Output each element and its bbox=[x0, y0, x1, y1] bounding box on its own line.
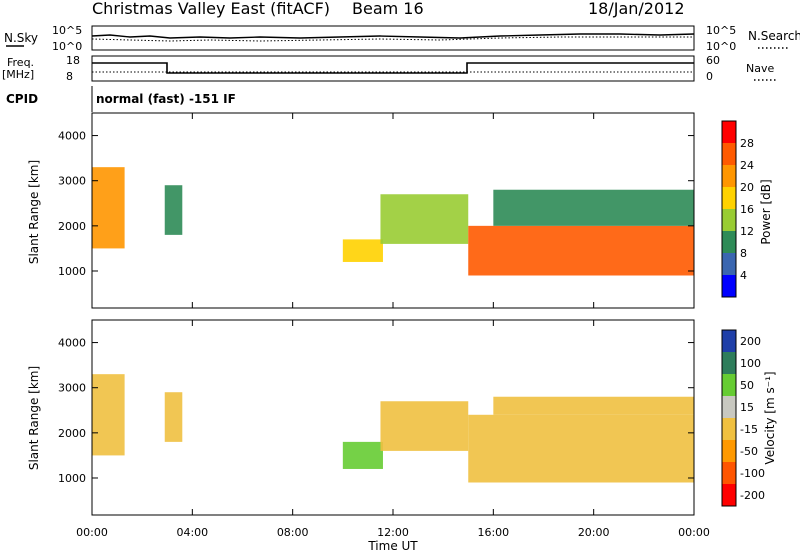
power-colorbar-label: Power [dB] bbox=[759, 179, 773, 244]
velocity-colorbar-segment bbox=[722, 374, 736, 396]
power-colorbar-segment bbox=[722, 253, 736, 275]
power-region bbox=[92, 167, 125, 249]
cpid-label: CPID bbox=[6, 92, 38, 106]
power-tick-label: 28 bbox=[740, 137, 754, 150]
power-region bbox=[493, 189, 694, 226]
nsearch-label: N.Search bbox=[748, 29, 800, 43]
freq-strip: Freq. [MHz] 18 8 60 0 Nave bbox=[2, 54, 778, 83]
velocity-colorbar-segment bbox=[722, 352, 736, 374]
freq-label-1: Freq. bbox=[7, 56, 34, 69]
velocity-tick-label: -50 bbox=[740, 445, 758, 458]
power-colorbar-segment bbox=[722, 209, 736, 231]
nave-tick-bottom: 0 bbox=[706, 70, 713, 83]
velocity-tick-label: -200 bbox=[740, 489, 765, 502]
time-xlabel: Time UT bbox=[367, 539, 418, 553]
power-colorbar-segment bbox=[722, 231, 736, 253]
freq-tick-bottom: 8 bbox=[66, 70, 73, 83]
vel-region bbox=[92, 374, 125, 456]
vel-region bbox=[380, 401, 469, 451]
range-tick-label: 2000 bbox=[58, 220, 86, 233]
beam-label: Beam 16 bbox=[352, 0, 424, 18]
velocity-colorbar-label: Velocity [m s⁻¹] bbox=[763, 371, 777, 464]
time-tick-label: 00:00 bbox=[76, 526, 108, 539]
nsearch-trace bbox=[91, 36, 694, 42]
nsky-tick-top: 10^5 bbox=[52, 24, 82, 37]
power-tick-label: 4 bbox=[740, 269, 747, 282]
nsearch-tick-top: 10^5 bbox=[706, 24, 736, 37]
time-tick-label: 12:00 bbox=[377, 526, 409, 539]
power-tick-label: 16 bbox=[740, 203, 754, 216]
velocity-tick-label: 50 bbox=[740, 379, 754, 392]
power-colorbar-segment bbox=[722, 165, 736, 187]
range-tick-label: 1000 bbox=[58, 472, 86, 485]
freq-trace bbox=[92, 62, 694, 74]
velocity-colorbar-segment bbox=[722, 484, 736, 506]
velocity-panel: 1000 2000 3000 4000 Slant Range [km] bbox=[27, 319, 695, 516]
time-tick-label: 20:00 bbox=[578, 526, 610, 539]
velocity-colorbar-segment bbox=[722, 330, 736, 352]
freq-label-2: [MHz] bbox=[2, 68, 34, 81]
freq-tick-top: 18 bbox=[66, 54, 80, 67]
velocity-colorbar-segment bbox=[722, 396, 736, 418]
power-colorbar-segment bbox=[722, 187, 736, 209]
vel-region bbox=[342, 441, 383, 469]
range-tick-label: 3000 bbox=[58, 382, 86, 395]
velocity-colorbar-segment bbox=[722, 440, 736, 462]
time-tick-label: 04:00 bbox=[176, 526, 208, 539]
vel-region bbox=[493, 396, 694, 415]
vel-region bbox=[468, 414, 694, 483]
range-tick-label: 3000 bbox=[58, 175, 86, 188]
vel-region bbox=[164, 392, 183, 442]
power-region bbox=[342, 239, 383, 262]
time-tick-label: 08:00 bbox=[277, 526, 309, 539]
velocity-colorbar-segment bbox=[722, 418, 736, 440]
date-label: 18/Jan/2012 bbox=[588, 0, 685, 18]
range-tick-label: 4000 bbox=[58, 337, 86, 350]
power-tick-label: 8 bbox=[740, 247, 747, 260]
velocity-tick-label: -100 bbox=[740, 467, 765, 480]
velocity-tick-label: -15 bbox=[740, 423, 758, 436]
power-tick-label: 20 bbox=[740, 181, 754, 194]
time-tick-label: 00:00 bbox=[678, 526, 710, 539]
power-tick-label: 12 bbox=[740, 225, 754, 238]
power-region bbox=[468, 225, 694, 276]
velocity-tick-label: 200 bbox=[740, 335, 761, 348]
range-tick-label: 4000 bbox=[58, 130, 86, 143]
nave-label: Nave bbox=[746, 62, 774, 75]
nsky-label: N.Sky bbox=[4, 31, 38, 45]
nsearch-tick-bottom: 10^0 bbox=[706, 40, 736, 53]
power-region bbox=[164, 185, 183, 235]
velocity-colorbar-segment bbox=[722, 462, 736, 484]
cpid-text: normal (fast) -151 IF bbox=[96, 92, 236, 106]
velocity-tick-label: 15 bbox=[740, 401, 754, 414]
station-title: Christmas Valley East (fitACF) bbox=[92, 0, 330, 18]
noise-strip: N.Sky 10^5 10^0 10^5 10^0 N.Search bbox=[4, 24, 800, 53]
velocity-ylabel: Slant Range [km] bbox=[27, 366, 41, 470]
time-tick-label: 16:00 bbox=[477, 526, 509, 539]
power-ylabel: Slant Range [km] bbox=[27, 160, 41, 264]
velocity-colorbar: 200 100 50 15 -15 -50 -100 -200 bbox=[721, 329, 765, 507]
power-panel: 1000 2000 3000 4000 Slant Range [km] bbox=[27, 112, 695, 309]
power-colorbar-segment bbox=[722, 275, 736, 297]
power-colorbar-segment bbox=[722, 121, 736, 143]
velocity-tick-label: 100 bbox=[740, 357, 761, 370]
power-region bbox=[380, 194, 469, 244]
nave-tick-top: 60 bbox=[706, 54, 720, 67]
power-colorbar: 28 24 20 16 12 8 4 bbox=[721, 120, 754, 298]
nsky-tick-bottom: 10^0 bbox=[52, 40, 82, 53]
range-tick-label: 1000 bbox=[58, 265, 86, 278]
nsky-trace bbox=[91, 33, 695, 39]
power-colorbar-segment bbox=[722, 143, 736, 165]
range-tick-label: 2000 bbox=[58, 427, 86, 440]
power-tick-label: 24 bbox=[740, 159, 754, 172]
